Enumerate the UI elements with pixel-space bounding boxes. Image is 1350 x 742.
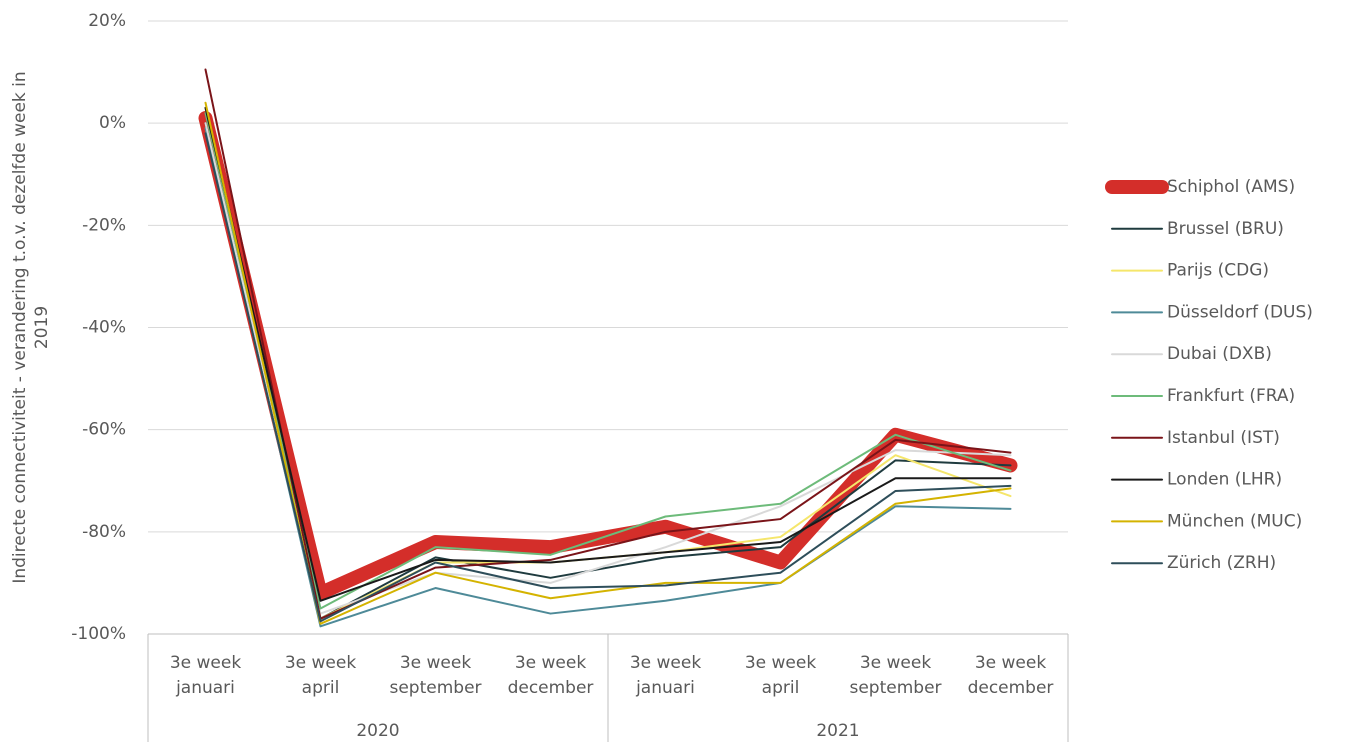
legend-label: Brussel (BRU) xyxy=(1167,219,1284,239)
y-axis-label: Indirecte connectiviteit - verandering t… xyxy=(10,71,52,583)
y-tick-label: 20% xyxy=(88,11,126,31)
x-tick-label: 3e week xyxy=(515,653,587,673)
y-axis-label-line: Indirecte connectiviteit - verandering t… xyxy=(10,71,30,583)
legend-label: Istanbul (IST) xyxy=(1167,428,1280,448)
x-tick-label: 3e week xyxy=(860,653,932,673)
y-tick-label: -80% xyxy=(82,522,126,542)
series-line xyxy=(204,111,1012,610)
x-tick-label: januari xyxy=(175,678,235,698)
group-label: 2020 xyxy=(356,721,399,741)
x-tick-label: september xyxy=(389,678,481,698)
series-line xyxy=(204,101,1012,625)
x-tick-label: 3e week xyxy=(170,653,242,673)
legend-label: Düsseldorf (DUS) xyxy=(1167,302,1313,322)
x-tick-label: december xyxy=(508,678,594,698)
x-tick-label: april xyxy=(302,678,340,698)
series-line xyxy=(204,132,1012,623)
series-line xyxy=(198,111,1018,601)
legend-label: Dubai (DXB) xyxy=(1167,344,1272,364)
series-line xyxy=(204,122,1012,615)
y-tick-label: -40% xyxy=(82,318,126,338)
legend-label: Zürich (ZRH) xyxy=(1167,553,1276,573)
x-tick-label: december xyxy=(968,678,1054,698)
y-tick-label: -60% xyxy=(82,420,126,440)
x-tick-label: januari xyxy=(635,678,695,698)
legend-label: Schiphol (AMS) xyxy=(1167,177,1295,197)
group-label: 2021 xyxy=(816,721,859,741)
x-tick-label: 3e week xyxy=(285,653,357,673)
series-line xyxy=(204,106,1012,602)
y-tick-label: 0% xyxy=(99,113,126,133)
x-tick-label: 3e week xyxy=(400,653,472,673)
y-tick-label: -20% xyxy=(82,215,126,235)
x-tick-label: april xyxy=(762,678,800,698)
legend-label: Parijs (CDG) xyxy=(1167,261,1269,281)
x-tick-label: 3e week xyxy=(630,653,702,673)
y-tick-label: -100% xyxy=(71,624,126,644)
series-line xyxy=(204,68,1012,620)
series-line xyxy=(204,127,1012,628)
x-tick-label: 3e week xyxy=(975,653,1047,673)
y-axis-label-line: 2019 xyxy=(32,306,52,349)
x-tick-label: 3e week xyxy=(745,653,817,673)
legend-label: Londen (LHR) xyxy=(1167,470,1282,490)
legend-label: Frankfurt (FRA) xyxy=(1167,386,1295,406)
legend-label: München (MUC) xyxy=(1167,511,1302,531)
series-line xyxy=(204,122,1012,620)
x-tick-label: september xyxy=(849,678,941,698)
